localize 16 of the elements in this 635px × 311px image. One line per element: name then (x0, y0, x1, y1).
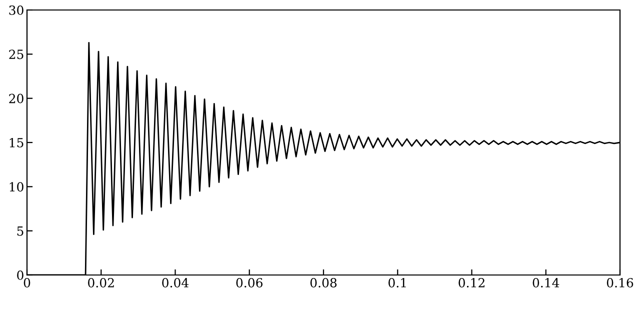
x-tick-label: 0.12 (458, 278, 484, 288)
y-tick-label: 5 (17, 226, 24, 236)
y-tick-label: 15 (10, 138, 24, 148)
x-tick-label: 0.06 (236, 278, 263, 288)
x-tick-label: 0.16 (606, 278, 634, 288)
y-tick-label: 0 (17, 270, 24, 280)
x-tick-label: 0.04 (162, 278, 189, 288)
y-tick-label: 25 (9, 50, 24, 60)
x-tick-label: 0.14 (532, 278, 560, 288)
x-tick-label: 0.02 (88, 278, 114, 288)
y-tick-label: 10 (10, 182, 24, 192)
x-tick-label: 0.1 (388, 278, 406, 288)
y-tick-label: 30 (9, 5, 24, 15)
x-tick-label: 0.08 (310, 278, 337, 288)
x-tick-label: 0 (24, 278, 30, 288)
y-tick-label: 20 (9, 94, 24, 104)
